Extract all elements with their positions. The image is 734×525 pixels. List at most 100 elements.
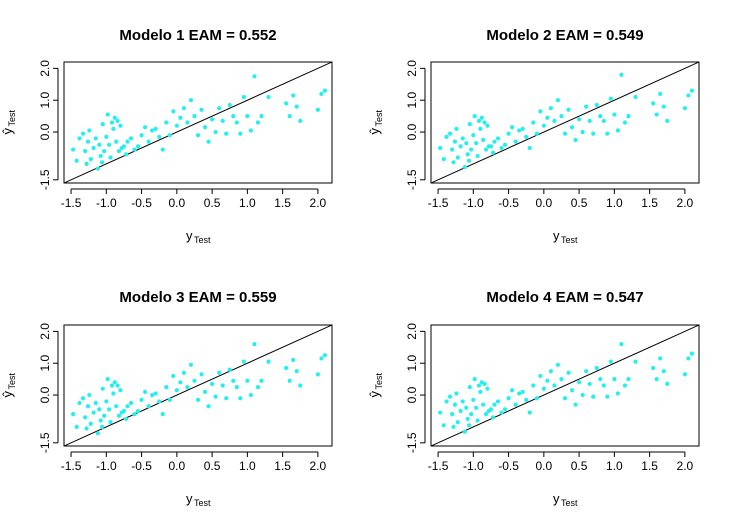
data-point bbox=[577, 380, 582, 385]
data-point bbox=[322, 353, 328, 358]
y-tick-label: 1.0 bbox=[38, 92, 52, 109]
data-point bbox=[651, 365, 656, 371]
data-point bbox=[77, 400, 82, 406]
data-point bbox=[146, 139, 151, 144]
data-point bbox=[569, 125, 575, 130]
x-tick-label: 2.0 bbox=[310, 196, 327, 210]
data-point bbox=[132, 147, 137, 152]
data-point bbox=[510, 388, 515, 393]
chart-title: Modelo 3 EAM = 0.559 bbox=[119, 289, 276, 306]
data-point bbox=[112, 115, 117, 120]
data-point bbox=[206, 404, 211, 409]
data-point bbox=[112, 380, 117, 385]
data-point bbox=[452, 139, 458, 144]
x-tick-label: 0.0 bbox=[168, 459, 185, 473]
data-point bbox=[202, 125, 208, 130]
data-point bbox=[231, 114, 236, 119]
y-axis-label-subscript: Test bbox=[7, 109, 17, 126]
data-point bbox=[682, 106, 687, 111]
data-point bbox=[85, 139, 91, 144]
data-point bbox=[605, 131, 610, 136]
data-point bbox=[517, 391, 522, 396]
x-tick-label: 1.0 bbox=[239, 196, 256, 210]
data-point bbox=[266, 94, 271, 100]
data-point bbox=[455, 155, 460, 160]
y-axis-label: ŷ bbox=[367, 391, 382, 398]
data-point bbox=[476, 118, 482, 124]
data-point bbox=[492, 139, 497, 144]
y-tick-label: -1.5 bbox=[38, 169, 52, 190]
data-point bbox=[171, 109, 176, 114]
data-point bbox=[612, 112, 617, 117]
data-point bbox=[291, 93, 296, 98]
plot-frame bbox=[430, 324, 700, 447]
data-point bbox=[562, 131, 568, 136]
data-point bbox=[481, 137, 486, 143]
data-point bbox=[153, 126, 158, 131]
data-point bbox=[475, 153, 480, 159]
scatter-panel-modelo-4: Modelo 4 EAM = 0.547 -1.5 -1.0 -0.5 0.0 0.5 1.… bbox=[367, 289, 700, 508]
data-point bbox=[566, 370, 571, 375]
plot-frame bbox=[63, 324, 333, 447]
data-point bbox=[255, 120, 261, 125]
x-tick-label: 1.0 bbox=[606, 459, 623, 473]
data-point bbox=[444, 399, 449, 404]
data-point bbox=[171, 373, 176, 379]
data-point bbox=[492, 402, 497, 407]
data-point bbox=[100, 386, 105, 391]
data-point bbox=[139, 397, 144, 402]
y-axis-label: ŷ bbox=[0, 128, 15, 135]
data-point bbox=[135, 408, 141, 414]
data-point bbox=[315, 107, 320, 112]
data-point bbox=[478, 126, 483, 131]
data-point bbox=[195, 397, 201, 402]
data-point bbox=[102, 413, 107, 418]
x-tick-label: 1.5 bbox=[274, 196, 291, 210]
data-point bbox=[322, 88, 328, 93]
data-point bbox=[467, 121, 472, 127]
data-point bbox=[287, 378, 292, 383]
y-tick-label: 0.0 bbox=[405, 123, 419, 140]
scatter-panel-modelo-2: Modelo 2 EAM = 0.549 -1.5 -1.0 -0.5 0.0 0.5 1.… bbox=[367, 27, 700, 245]
x-tick-label: 0.5 bbox=[571, 459, 588, 473]
x-tick-label: -0.5 bbox=[498, 196, 519, 210]
y-axis-label: ŷ bbox=[367, 128, 382, 135]
data-point bbox=[199, 107, 204, 112]
data-point bbox=[71, 412, 76, 417]
data-point bbox=[139, 133, 144, 138]
data-point bbox=[88, 421, 93, 426]
data-point bbox=[689, 88, 695, 93]
data-point bbox=[594, 102, 599, 108]
data-point bbox=[474, 405, 479, 410]
data-point bbox=[548, 106, 553, 111]
data-point bbox=[466, 423, 472, 428]
data-point bbox=[545, 378, 550, 383]
data-point bbox=[160, 147, 165, 152]
data-point bbox=[573, 402, 578, 407]
x-tick-label: -0.5 bbox=[131, 459, 152, 473]
x-axis-label-subscript: Test bbox=[194, 235, 211, 245]
data-point bbox=[255, 384, 261, 390]
data-point bbox=[114, 404, 119, 409]
data-point bbox=[513, 139, 518, 144]
data-point bbox=[534, 396, 539, 401]
data-point bbox=[598, 114, 603, 119]
data-point bbox=[658, 356, 663, 361]
x-tick-label: -1.0 bbox=[96, 196, 117, 210]
data-point bbox=[107, 407, 112, 412]
x-tick-label: 2.0 bbox=[677, 196, 694, 210]
data-point bbox=[252, 74, 257, 79]
data-point bbox=[615, 128, 620, 133]
x-tick-label: -1.0 bbox=[463, 196, 484, 210]
data-point bbox=[87, 392, 92, 398]
data-point bbox=[248, 128, 253, 133]
y-tick-label: 0.0 bbox=[38, 386, 52, 403]
data-point bbox=[80, 131, 86, 136]
data-point bbox=[465, 416, 470, 422]
y-axis-label-subscript: Test bbox=[374, 372, 384, 389]
data-point bbox=[241, 359, 246, 364]
data-point bbox=[488, 144, 494, 149]
data-point bbox=[517, 128, 522, 133]
x-tick-label: 2.0 bbox=[310, 459, 327, 473]
data-point bbox=[178, 115, 183, 120]
